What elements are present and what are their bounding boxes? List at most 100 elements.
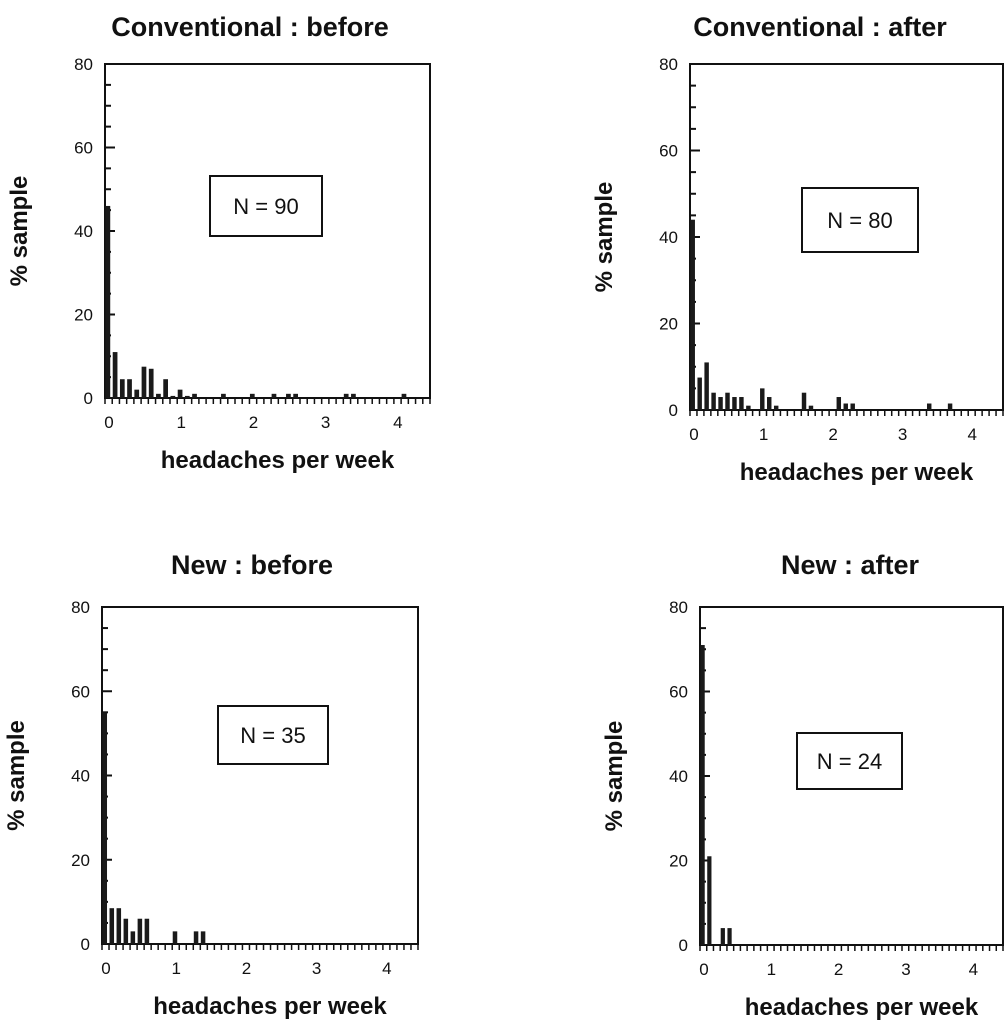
- sample-size-label: N = 80: [827, 208, 892, 233]
- x-tick-label: 2: [249, 413, 258, 432]
- chart-title: Conventional : before: [111, 12, 389, 42]
- y-tick-label: 0: [84, 389, 93, 408]
- histogram-bar: [808, 405, 814, 410]
- histogram-bar: [193, 931, 199, 944]
- histogram-bar: [351, 393, 356, 398]
- x-tick-label: 0: [689, 425, 698, 444]
- y-tick-label: 40: [659, 228, 678, 247]
- chart-title: Conventional : after: [693, 12, 947, 42]
- histogram-bar: [926, 403, 932, 410]
- histogram-bar: [718, 397, 723, 410]
- histogram-bar: [850, 403, 855, 410]
- histogram-bar: [134, 389, 140, 398]
- histogram-bar: [725, 392, 730, 410]
- y-tick-label: 80: [669, 598, 688, 617]
- histogram-bar: [697, 377, 702, 410]
- histogram-bar: [760, 388, 765, 410]
- sample-size-box: [796, 732, 903, 790]
- histogram-bar: [401, 393, 407, 398]
- histogram-bar: [746, 405, 751, 410]
- histogram-bar: [144, 918, 150, 944]
- histogram-bar: [700, 645, 705, 945]
- histogram-bar: [172, 931, 178, 944]
- x-axis-label: headaches per week: [745, 994, 979, 1021]
- y-tick-label: 80: [659, 55, 678, 74]
- histogram-bar: [704, 362, 709, 410]
- histogram-bar: [163, 379, 168, 398]
- histogram-bar: [200, 931, 206, 944]
- x-tick-label: 1: [171, 959, 180, 978]
- histogram-bar: [127, 379, 132, 398]
- x-tick-label: 2: [834, 960, 843, 979]
- histogram-bar: [249, 393, 255, 398]
- y-tick-label: 60: [74, 139, 93, 158]
- histogram-bar: [293, 393, 298, 398]
- histogram-bar: [720, 928, 725, 945]
- histogram-bar: [221, 393, 226, 398]
- x-tick-label: 3: [312, 959, 321, 978]
- chart-panel-new-before: New : before 0 20 40 60 80 0 1 2 3 4 N = 35 headache…: [3, 550, 419, 1020]
- histogram-bar: [130, 931, 136, 944]
- x-tick-label: 0: [699, 960, 708, 979]
- y-axis-label: % sample: [3, 720, 30, 831]
- y-tick-label: 40: [74, 222, 93, 241]
- x-tick-label: 4: [393, 413, 402, 432]
- y-tick-label: 60: [669, 683, 688, 702]
- histogram-bar: [148, 368, 154, 398]
- chart-title: New : before: [171, 550, 333, 580]
- histogram-bar: [116, 908, 122, 944]
- y-tick-label: 40: [71, 767, 90, 786]
- histogram-bar: [184, 395, 190, 398]
- y-tick-label: 80: [71, 598, 90, 617]
- chart-panel-conv-after: Conventional : after 0 20 40 60 80 0 1 2 3 4 N = 80…: [591, 12, 1004, 486]
- y-axis-label: % sample: [601, 721, 628, 832]
- y-tick-label: 20: [74, 306, 93, 325]
- y-tick-label: 20: [71, 851, 90, 870]
- y-axis-label: % sample: [591, 182, 618, 293]
- histogram-bar: [286, 393, 291, 398]
- y-tick-label: 0: [81, 935, 90, 954]
- histogram-bar: [843, 403, 848, 410]
- x-tick-label: 4: [969, 960, 978, 979]
- histogram-bar: [119, 379, 125, 398]
- sample-size-label: N = 90: [233, 194, 298, 219]
- histogram-bar: [112, 352, 118, 398]
- histogram-bar: [739, 397, 744, 410]
- histogram-bar: [727, 928, 732, 945]
- x-axis-label: headaches per week: [161, 447, 395, 474]
- histogram-bar: [732, 397, 737, 410]
- plot-frame: [101, 606, 419, 945]
- x-tick-label: 1: [759, 425, 768, 444]
- y-tick-label: 0: [669, 401, 678, 420]
- histogram-bar: [343, 393, 349, 398]
- y-tick-label: 20: [669, 852, 688, 871]
- chart-title: New : after: [781, 550, 920, 580]
- x-tick-label: 4: [382, 959, 391, 978]
- histogram-bar: [707, 856, 712, 945]
- x-tick-label: 4: [967, 425, 976, 444]
- sample-size-label: N = 24: [817, 749, 882, 774]
- x-tick-label: 0: [101, 959, 110, 978]
- histogram-bar: [137, 918, 143, 944]
- histogram-bar: [836, 397, 842, 410]
- y-tick-label: 20: [659, 315, 678, 334]
- chart-panel-conv-before: Conventional : before 0 20 40 60 80 0 1 2 3 4 N = 9…: [6, 12, 431, 474]
- histogram-bar: [711, 392, 716, 410]
- y-axis-label: % sample: [6, 176, 33, 287]
- x-tick-label: 3: [321, 413, 330, 432]
- histogram-bar: [156, 393, 161, 398]
- sample-size-box: [801, 187, 919, 253]
- histogram-bar: [177, 389, 183, 398]
- histogram-bar: [105, 205, 111, 398]
- x-tick-label: 1: [767, 960, 776, 979]
- chart-panel-new-after: New : after 0 20 40 60 80 0 1 2 3 4 N = 24 headaches…: [601, 550, 1004, 1021]
- y-tick-label: 60: [659, 142, 678, 161]
- sample-size-label: N = 35: [240, 723, 305, 748]
- x-tick-label: 0: [104, 413, 113, 432]
- histogram-bar: [123, 918, 129, 944]
- x-tick-label: 2: [242, 959, 251, 978]
- histogram-bar: [767, 397, 772, 410]
- histogram-bar: [271, 393, 277, 398]
- sample-size-box: [217, 705, 329, 765]
